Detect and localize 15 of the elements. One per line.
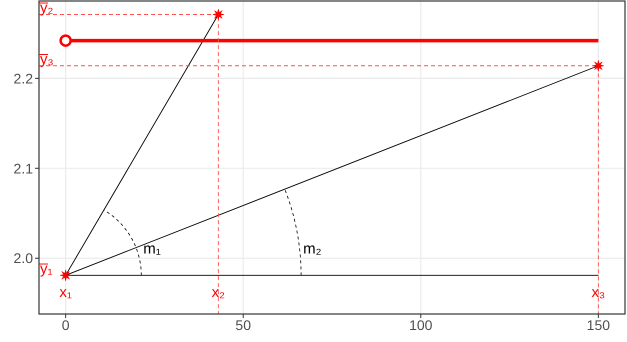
annotation: x₃: [592, 284, 606, 301]
x-tick-label: 100: [409, 316, 433, 333]
annotation: y̅₂: [38, 0, 54, 16]
x-tick-label: 0: [62, 316, 70, 333]
annotation: m₁: [143, 240, 161, 258]
annotation: y̅₁: [38, 260, 53, 278]
y-tick-label: 2.2: [14, 70, 34, 86]
x-tick-label: 50: [235, 316, 252, 333]
annotation: x₂: [212, 284, 226, 301]
annotation: y̅₃: [38, 50, 54, 68]
y-tick-label: 2.1: [14, 160, 34, 176]
annotation: m₂: [303, 240, 322, 258]
x-tick-label: 150: [586, 316, 610, 333]
y-tick-label: 2.0: [14, 250, 34, 266]
annotation: x₁: [59, 284, 72, 301]
